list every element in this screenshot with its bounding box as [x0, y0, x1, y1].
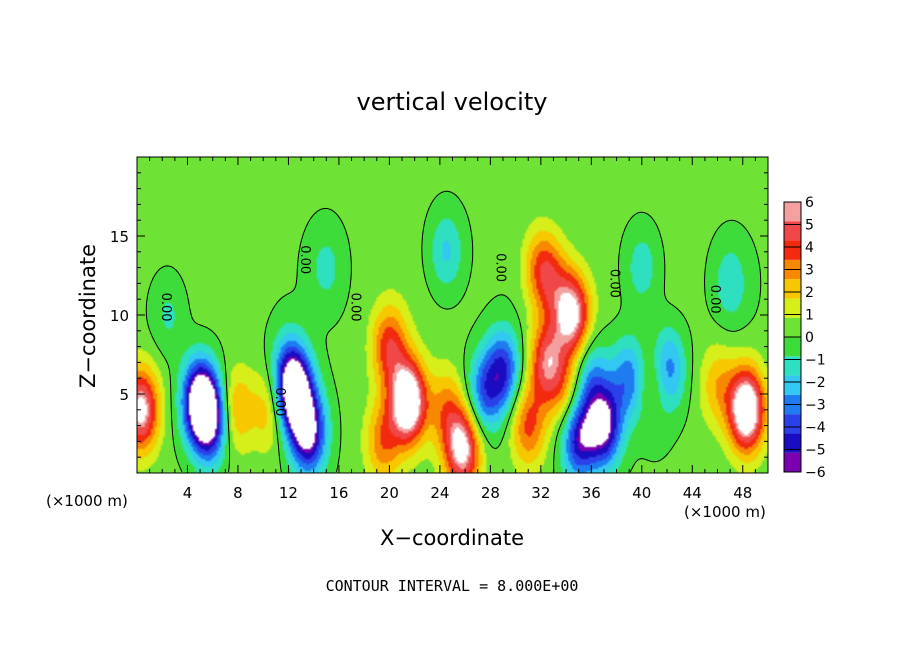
- colorbar-label: −4: [805, 420, 826, 436]
- colorbar-label: 3: [805, 263, 814, 279]
- x-tick-label: 44: [683, 484, 702, 502]
- x-axis-label: X−coordinate: [380, 526, 524, 550]
- x-tick-label: 20: [380, 484, 399, 502]
- colorbar-swatch: [784, 221, 801, 241]
- colorbar-label: −1: [805, 353, 826, 369]
- colorbar: −6 −5 −4 −3 −2 −1 0 1 2 3 4 5 6: [783, 195, 826, 481]
- x-tick-label: 36: [582, 484, 601, 502]
- colorbar-swatch: [784, 317, 801, 337]
- y-tick-label: 5: [119, 386, 129, 404]
- colorbar-swatch: [784, 356, 801, 376]
- x-tick-label: 48: [733, 484, 752, 502]
- contour-label: 0.00: [158, 293, 173, 322]
- colorbar-label: 6: [805, 195, 814, 211]
- x-tick-label: 24: [430, 484, 449, 502]
- x-tick-label: 4: [183, 484, 193, 502]
- contour-label: 0.00: [272, 387, 287, 416]
- y-tick-label: 15: [110, 228, 129, 246]
- contour-label: 0.00: [707, 285, 722, 314]
- colorbar-label: 0: [805, 330, 814, 346]
- x-axis-unit: (×1000 m): [684, 503, 766, 521]
- velocity-field-raster: [137, 157, 768, 473]
- contour-label: 0.00: [493, 253, 508, 282]
- colorbar-label: −5: [805, 443, 826, 459]
- x-tick-label: 16: [329, 484, 348, 502]
- colorbar-swatch: [784, 298, 801, 318]
- colorbar-label: 4: [805, 240, 814, 256]
- x-tick-label: 12: [279, 484, 298, 502]
- colorbar-swatch: [784, 202, 801, 222]
- chart-title: vertical velocity: [356, 88, 548, 116]
- colorbar-label: 1: [805, 308, 814, 324]
- x-tick-label: 32: [531, 484, 550, 502]
- y-tick-label: 10: [110, 307, 129, 325]
- colorbar-label: 5: [805, 218, 814, 234]
- colorbar-label: 2: [805, 285, 814, 301]
- colorbar-swatch: [784, 452, 801, 472]
- colorbar-label: −2: [805, 375, 826, 391]
- colorbar-label: −6: [805, 465, 826, 481]
- contour-label: 0.00: [348, 293, 363, 322]
- x-tick-label: 40: [632, 484, 651, 502]
- colorbar-label: −3: [805, 398, 826, 414]
- colorbar-swatch: [784, 337, 801, 357]
- colorbar-swatch: [784, 414, 801, 434]
- y-axis-unit: (×1000 m): [46, 492, 128, 510]
- colorbar-swatch: [784, 375, 801, 395]
- zero-contour: [145, 190, 762, 473]
- contour-label: 0.00: [297, 245, 312, 274]
- colorbar-swatch: [784, 279, 801, 299]
- colorbar-swatch: [784, 433, 801, 453]
- contour-label: 0.00: [606, 269, 621, 298]
- x-tick-label: 28: [481, 484, 500, 502]
- contour-interval-note: CONTOUR INTERVAL = 8.000E+00: [325, 577, 579, 595]
- colorbar-swatch: [784, 240, 801, 260]
- x-tick-label: 8: [233, 484, 243, 502]
- zero-contour-lines: 0.00 0.00 0.00 0.00 0.00 0.00 0.00: [145, 190, 762, 473]
